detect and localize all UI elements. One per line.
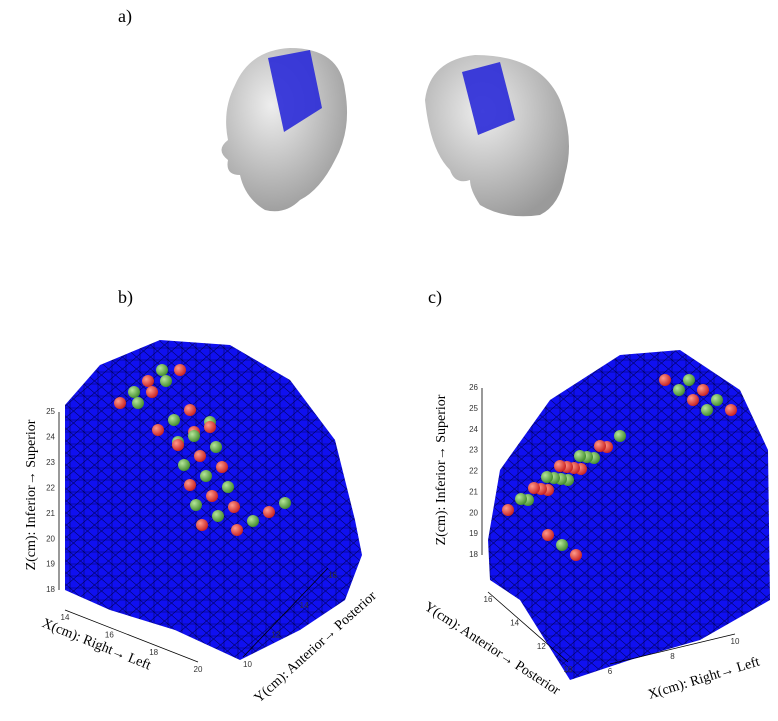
tick-label: 22 [469,467,478,476]
tick-label: 16 [484,595,493,604]
electrode [697,384,709,396]
electrode [701,404,713,416]
electrode [556,539,568,551]
tick-label: 14 [61,613,70,622]
electrode [725,404,737,416]
axis-label: Z(cm): Inferior→ Superior [434,394,449,545]
electrode [204,421,216,433]
electrode [172,439,184,451]
electrode [184,404,196,416]
electrode [263,506,275,518]
axis-label: X(cm): Right→ Left [646,655,761,703]
electrode [247,515,259,527]
panel-label: b) [118,287,133,308]
tick-label: 26 [469,383,478,392]
electrode [554,460,566,472]
tick-label: 23 [469,446,478,455]
tick-label: 10 [243,660,252,669]
tick-label: 20 [46,534,55,543]
tick-label: 18 [46,585,55,594]
electrode [228,501,240,513]
head-right [425,55,569,216]
electrode [146,386,158,398]
electrode [216,461,228,473]
electrode [178,459,190,471]
tick-label: 25 [46,407,55,416]
tick-label: 23 [46,458,55,467]
tick-label: 19 [46,560,55,569]
tick-label: 25 [469,404,478,413]
electrode [222,481,234,493]
electrode [231,524,243,536]
axis-label: Z(cm): Inferior→ Superior [24,419,39,570]
electrode [594,440,606,452]
tick-label: 20 [469,508,478,517]
electrode [528,482,540,494]
panel-label: c) [428,287,442,308]
tick-label: 10 [731,637,740,646]
electrode [542,529,554,541]
electrode [132,397,144,409]
mesh-surface [488,350,770,680]
tick-label: 24 [469,425,478,434]
electrode [687,394,699,406]
electrode [196,519,208,531]
electrode [279,497,291,509]
electrode [210,441,222,453]
electrode [515,493,527,505]
electrode [659,374,671,386]
electrode [683,374,695,386]
electrode [152,424,164,436]
electrode [114,397,126,409]
tick-label: 10 [564,665,573,674]
electrode [570,549,582,561]
tick-label: 21 [46,509,55,518]
electrode [502,504,514,516]
electrode [614,430,626,442]
tick-label: 12 [537,642,546,651]
electrode [168,414,180,426]
electrode [673,384,685,396]
panel-label: a) [118,6,132,27]
electrode [200,470,212,482]
electrode [206,490,218,502]
axis-label: X(cm): Right→ Left [40,616,153,673]
tick-label: 18 [469,550,478,559]
tick-label: 8 [670,652,675,661]
electrode [160,375,172,387]
electrode [184,479,196,491]
tick-label: 16 [105,630,114,639]
electrode [188,430,200,442]
electrode [541,471,553,483]
tick-label: 14 [300,601,309,610]
electrode [194,450,206,462]
electrode [128,386,140,398]
tick-label: 6 [608,667,613,676]
tick-label: 21 [469,487,478,496]
tick-label: 19 [469,529,478,538]
tick-label: 22 [46,483,55,492]
electrode [190,499,202,511]
tick-label: 24 [46,433,55,442]
electrode [574,450,586,462]
tick-label: 14 [510,618,519,627]
electrode [711,394,723,406]
tick-label: 16 [328,571,337,580]
tick-label: 12 [271,630,280,639]
head-left [222,48,348,211]
electrode [174,364,186,376]
figure: a) b) c) 18 19 20 21 22 23 24 25 Z(cm): Inferior… [0,0,778,721]
electrode [156,364,168,376]
electrode [212,510,224,522]
tick-label: 20 [194,665,203,674]
tick-label: 18 [149,648,158,657]
electrode [142,375,154,387]
